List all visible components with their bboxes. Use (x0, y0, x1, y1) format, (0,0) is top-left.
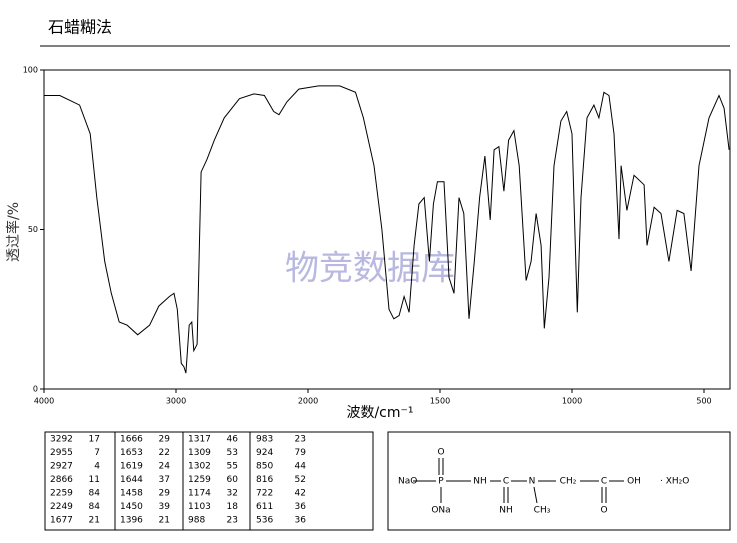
table-value: 55 (227, 462, 238, 472)
table-value: 36 (295, 502, 307, 512)
table-value: 23 (227, 516, 238, 526)
structure-bonds (413, 458, 624, 504)
table-value: 79 (295, 448, 307, 458)
table-wavenumber: 1450 (120, 502, 143, 512)
table-value: 84 (89, 502, 101, 512)
x-tick-label: 1000 (562, 397, 582, 406)
table-value: 44 (295, 462, 307, 472)
structure-atom: NH (473, 477, 487, 487)
table-wavenumber: 988 (188, 516, 205, 526)
table-value: 4 (94, 462, 100, 472)
table-wavenumber: 816 (256, 475, 273, 485)
structure-atom: NaO (398, 477, 417, 487)
table-value: 37 (159, 475, 170, 485)
table-value: 42 (295, 489, 306, 499)
table-value: 11 (89, 475, 100, 485)
table-value: 39 (159, 502, 171, 512)
table-wavenumber: 1259 (188, 475, 211, 485)
structure-frame (387, 431, 731, 531)
table-value: 18 (227, 502, 239, 512)
table-wavenumber: 1309 (188, 448, 211, 458)
structure-atom: ONa (431, 506, 450, 516)
table-wavenumber: 1677 (50, 516, 73, 526)
table-value: 7 (94, 448, 100, 458)
structure-atom: CH₂ (560, 477, 577, 487)
table-wavenumber: 1174 (188, 489, 211, 499)
table-value: 60 (227, 475, 239, 485)
table-value: 29 (159, 435, 171, 445)
table-wavenumber: 611 (256, 502, 273, 512)
structure-atom: NH (499, 506, 513, 516)
table-value: 32 (227, 489, 238, 499)
y-tick-label: 100 (23, 66, 38, 75)
table-value: 36 (295, 516, 307, 526)
table-value: 21 (159, 516, 170, 526)
structure-atom: CH₃ (534, 506, 551, 516)
y-axis-label: 透过率/% (5, 202, 22, 262)
x-tick-label: 3000 (166, 397, 186, 406)
structure-atom: · XH₂O (660, 477, 689, 487)
table-wavenumber: 924 (256, 448, 273, 458)
x-tick-label: 2000 (298, 397, 318, 406)
table-wavenumber: 2927 (50, 462, 73, 472)
table-value: 84 (89, 489, 101, 499)
table-wavenumber: 1644 (120, 475, 143, 485)
x-tick-label: 500 (696, 397, 711, 406)
table-value: 52 (295, 475, 306, 485)
structure-atom: C (503, 477, 509, 487)
chart-title: 石蜡糊法 (48, 18, 112, 37)
spectrum-line (44, 85, 730, 374)
table-wavenumber: 536 (256, 516, 273, 526)
structure-atom: C (601, 477, 607, 487)
table-wavenumber: 1458 (120, 489, 143, 499)
table-wavenumber: 2866 (50, 475, 73, 485)
table-wavenumber: 850 (256, 462, 273, 472)
table-wavenumber: 1619 (120, 462, 143, 472)
plot-frame (43, 69, 731, 390)
table-value: 53 (227, 448, 238, 458)
y-tick-label: 50 (28, 225, 38, 234)
table-value: 17 (89, 435, 100, 445)
structure-atom: O (437, 448, 444, 458)
x-tick-label: 1500 (430, 397, 450, 406)
table-value: 23 (295, 435, 306, 445)
structure-atom: P (438, 477, 444, 487)
table-wavenumber: 1653 (120, 448, 143, 458)
table-wavenumber: 1317 (188, 435, 211, 445)
structure-atom: O (600, 506, 607, 516)
table-value: 22 (159, 448, 170, 458)
structure-atom: N (529, 477, 536, 487)
x-axis-label: 波数/cm⁻¹ (346, 405, 413, 421)
table-wavenumber: 983 (256, 435, 273, 445)
table-value: 21 (89, 516, 100, 526)
x-tick-label: 4000 (34, 397, 54, 406)
table-wavenumber: 2259 (50, 489, 73, 499)
table-wavenumber: 2955 (50, 448, 73, 458)
table-wavenumber: 1103 (188, 502, 211, 512)
table-wavenumber: 1666 (120, 435, 143, 445)
y-tick-label: 0 (33, 385, 38, 394)
structure-atom: OH (627, 477, 641, 487)
table-wavenumber: 722 (256, 489, 273, 499)
table-value: 24 (159, 462, 171, 472)
peak-table-frame (44, 431, 374, 531)
table-wavenumber: 2249 (50, 502, 73, 512)
table-value: 46 (227, 435, 239, 445)
table-wavenumber: 1396 (120, 516, 143, 526)
table-value: 29 (159, 489, 171, 499)
watermark: 物竞数据库 (285, 249, 455, 289)
table-wavenumber: 1302 (188, 462, 211, 472)
table-wavenumber: 3292 (50, 435, 73, 445)
